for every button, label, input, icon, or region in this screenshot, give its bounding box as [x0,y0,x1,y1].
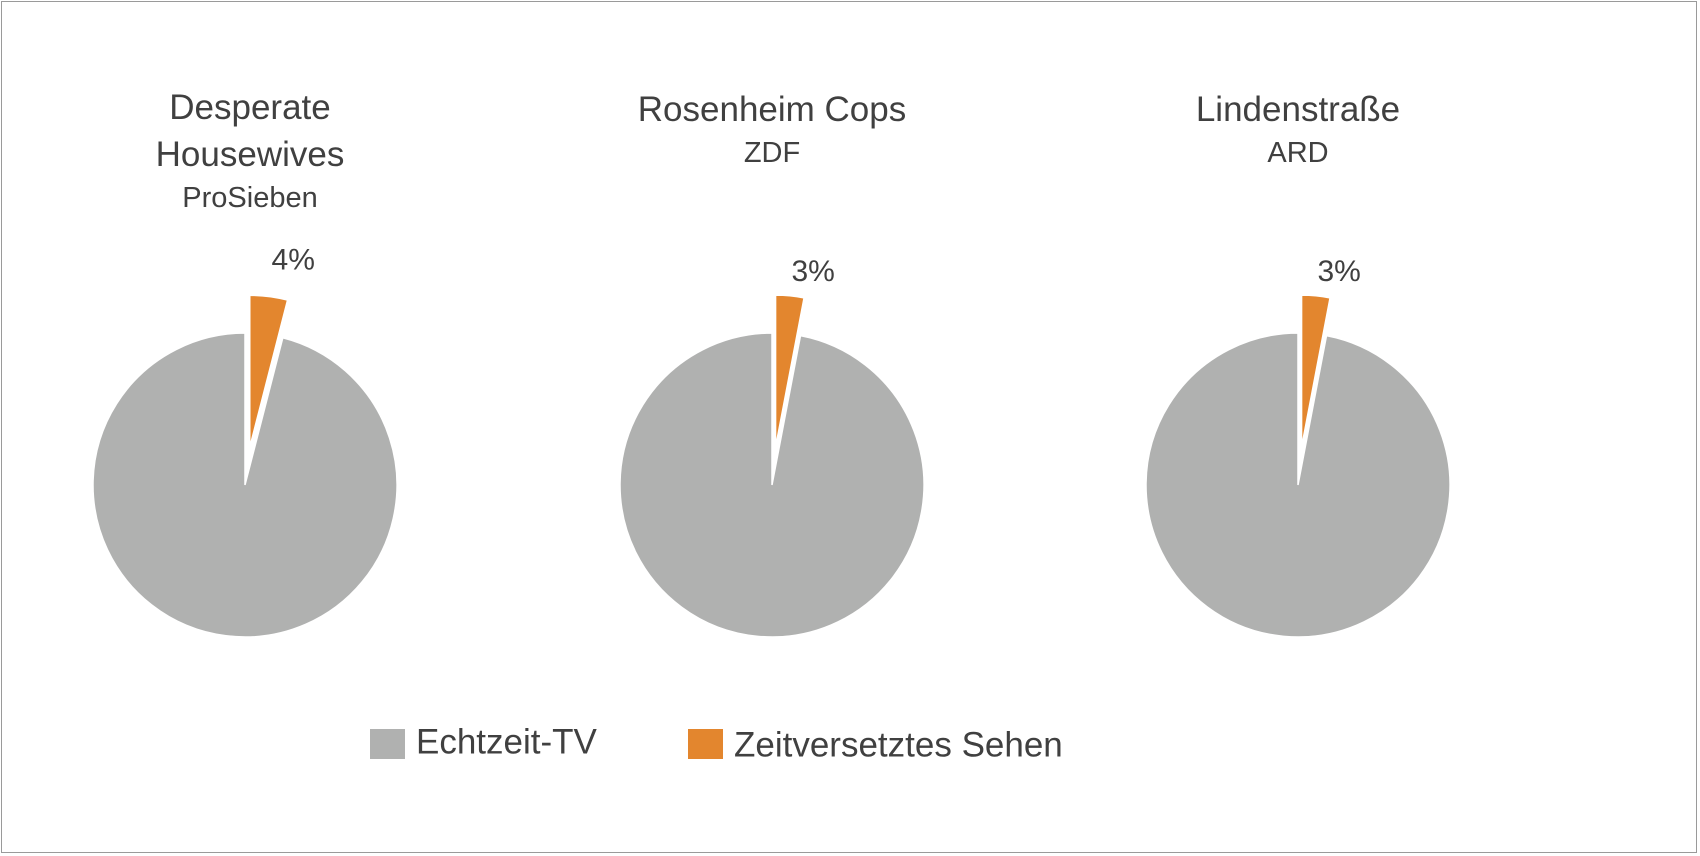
data-label: 3% [1317,255,1360,288]
pie-slice [249,294,289,448]
pie-slice [1300,294,1331,448]
pie-header: Rosenheim Cops ZDF [572,86,972,173]
pie-slice [1145,332,1451,638]
legend-label: Echtzeit-TV [416,722,598,761]
legend-swatch [688,729,723,759]
legend-swatch [370,729,405,759]
data-label: 3% [791,255,834,288]
data-label: 4% [272,244,315,277]
pie-slice [619,332,925,638]
pie-header: Desperate Housewives ProSieben [135,84,365,218]
pie-subtitle: ProSieben [182,182,318,214]
pie-slice [92,332,398,638]
pie-title: Rosenheim Cops [637,90,907,129]
pie-slice [774,294,805,448]
pie-subtitle: ARD [1267,137,1329,169]
pie-subtitle: ZDF [743,137,801,169]
pie-title: Lindenstraße [1195,90,1401,129]
legend-label: Zeitversetztes Sehen [734,725,1063,764]
pie-title: Desperate Housewives [155,88,345,174]
pie-header: Lindenstraße ARD [1098,86,1498,173]
